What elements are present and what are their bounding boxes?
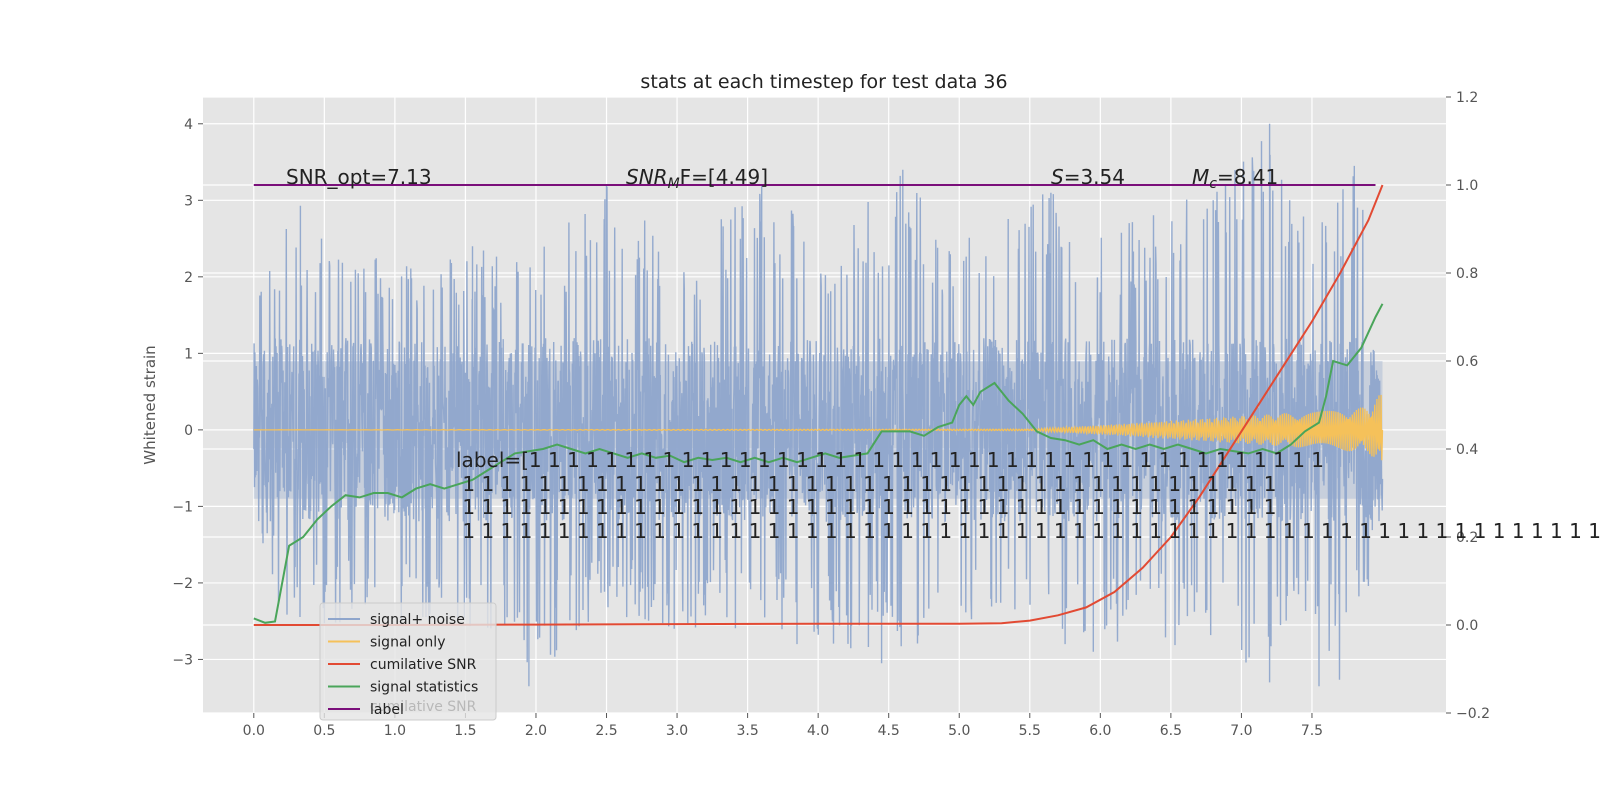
y-axis-ticks: −3 −2 −1 0 1 2 3 4	[172, 117, 203, 668]
y-tick-label: 1	[184, 346, 193, 362]
y2-tick-label: 1.2	[1456, 90, 1478, 106]
y2-axis-ticks: −0.2 0.0 0.2 0.4 0.6 0.8 1.0 1.2	[1446, 90, 1490, 722]
legend-label: signal statistics	[370, 680, 478, 696]
snr-mf-subscript: M	[668, 176, 680, 192]
s-value: =3.54	[1064, 165, 1125, 189]
y-tick-label: −2	[172, 576, 193, 592]
mc-symbol: M	[1192, 165, 1209, 189]
s-annotation: S=3.54	[1051, 165, 1125, 189]
y2-tick-label: 0.8	[1456, 266, 1478, 282]
label-line-1: label=[1 1 1 1 1 1 1 1 1 1 1 1 1 1 1 1 1…	[456, 448, 1324, 472]
legend-label: cumilative SNR	[370, 657, 477, 673]
y2-tick-label: 1.0	[1456, 178, 1478, 194]
snr-opt-annotation: SNR_opt=7.13	[286, 165, 432, 189]
y2-tick-label: −0.2	[1456, 706, 1490, 722]
label-line-3: 1 1 1 1 1 1 1 1 1 1 1 1 1 1 1 1 1 1 1 1 …	[456, 495, 1277, 519]
legend-box	[319, 602, 497, 721]
x-tick-label: 5.5	[1019, 723, 1041, 739]
mc-subscript: c	[1209, 176, 1217, 192]
x-tick-label: 5.0	[948, 723, 970, 739]
x-tick-label: 0.5	[313, 723, 335, 739]
snr-mf-value: F=[4.49]	[680, 165, 768, 189]
y-tick-label: −1	[172, 499, 193, 515]
x-tick-label: 1.0	[384, 723, 406, 739]
series-signal-statistics	[253, 303, 1384, 624]
label-line-2: 1 1 1 1 1 1 1 1 1 1 1 1 1 1 1 1 1 1 1 1 …	[456, 472, 1277, 496]
y-tick-label: 3	[184, 193, 193, 209]
series-signal-noise	[253, 123, 1384, 687]
legend-label: signal+ noise	[370, 612, 465, 628]
y2-tick-label: 0.0	[1456, 618, 1478, 634]
y2-tick-label: 0.2	[1456, 530, 1478, 546]
x-tick-label: 4.0	[807, 723, 829, 739]
x-tick-label: 2.0	[525, 723, 547, 739]
x-tick-label: 7.5	[1301, 723, 1323, 739]
x-tick-label: 3.0	[666, 723, 688, 739]
legend: cumilative SNR signal+ noise signal only c…	[319, 602, 497, 721]
series-signal-only	[253, 394, 1384, 461]
x-tick-label: 2.5	[595, 723, 617, 739]
x-tick-label: 6.0	[1089, 723, 1111, 739]
x-tick-label: 0.0	[243, 723, 265, 739]
mc-value: =8.41	[1217, 165, 1278, 189]
x-tick-label: 6.5	[1160, 723, 1182, 739]
x-tick-label: 1.5	[454, 723, 476, 739]
x-tick-label: 4.5	[878, 723, 900, 739]
label-array-annotation: label=[1 1 1 1 1 1 1 1 1 1 1 1 1 1 1 1 1…	[456, 448, 1600, 543]
x-axis-ticks: 0.0 0.5 1.0 1.5 2.0 2.5 3.0 3.5 4.0 4.5 5.0 5.5 6.0 6…	[243, 713, 1323, 739]
snr-mf-symbol: SNR	[626, 165, 668, 189]
snr-mf-annotation: SNRMF=[4.49]	[626, 165, 768, 192]
s-symbol: S	[1051, 165, 1064, 189]
series-layer	[253, 123, 1384, 687]
legend-label: signal only	[370, 635, 445, 651]
y2-tick-label: 0.4	[1456, 442, 1478, 458]
legend-label: label	[370, 702, 404, 718]
chart-title: stats at each timestep for test data 36	[640, 71, 1007, 93]
x-tick-label: 3.5	[736, 723, 758, 739]
y2-tick-label: 0.6	[1456, 354, 1478, 370]
y-tick-label: 0	[184, 423, 193, 439]
label-line-4: 1 1 1 1 1 1 1 1 1 1 1 1 1 1 1 1 1 1 1 1 …	[456, 519, 1600, 543]
y-axis-label: Whitened strain	[141, 345, 159, 464]
y-tick-label: 4	[184, 117, 193, 133]
x-tick-label: 7.0	[1230, 723, 1252, 739]
legend-shadow-text: cumilative SNR	[370, 699, 477, 715]
series-cumulative-snr	[253, 184, 1384, 626]
mc-annotation: Mc=8.41	[1192, 165, 1278, 192]
y-tick-label: −3	[172, 652, 193, 668]
y-tick-label: 2	[184, 270, 193, 286]
